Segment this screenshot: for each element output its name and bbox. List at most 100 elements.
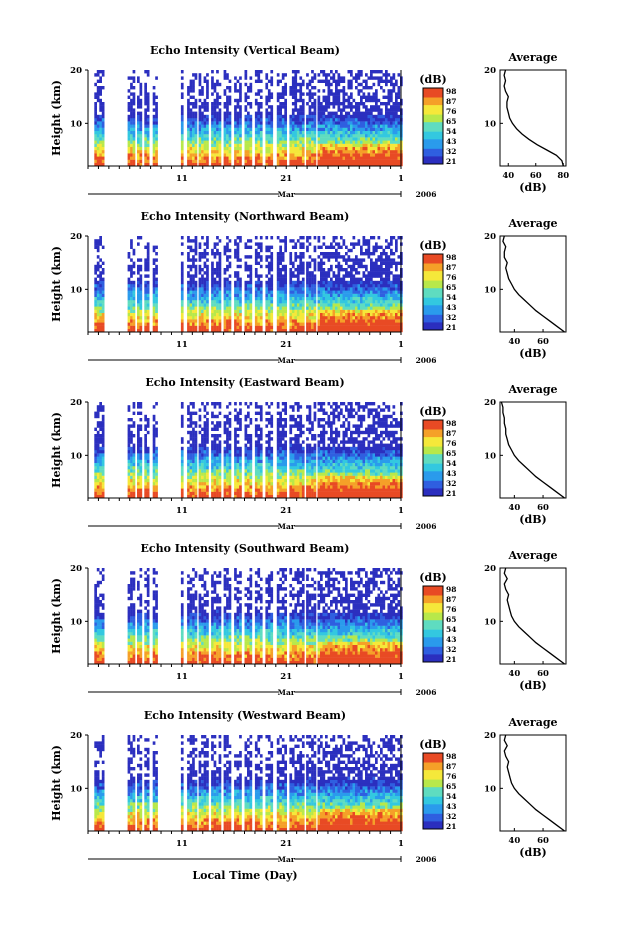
- heatmap-cell: [247, 102, 250, 106]
- heatmap-cell: [270, 127, 274, 131]
- heatmap-cell: [203, 264, 207, 269]
- heatmap-cell: [218, 150, 222, 154]
- heatmap-cell: [249, 146, 253, 151]
- heatmap-cell: [194, 440, 198, 444]
- heatmap-cell: [276, 82, 280, 87]
- heatmap-cell: [276, 264, 280, 269]
- heatmap-cell: [294, 316, 298, 320]
- heatmap-cell: [362, 316, 366, 320]
- heatmap-cell: [308, 137, 312, 141]
- heatmap-cell: [380, 252, 383, 256]
- heatmap-cell: [294, 73, 298, 77]
- heatmap-cell: [228, 309, 232, 313]
- heatmap-cell: [206, 153, 209, 157]
- heatmap-cell: [313, 153, 317, 157]
- heatmap-cell: [101, 459, 105, 463]
- heatmap-cell: [244, 124, 248, 128]
- heatmap-cell: [259, 130, 263, 135]
- heatmap-cell: [137, 319, 140, 323]
- heatmap-cell: [144, 89, 147, 93]
- heatmap-cell: [189, 462, 193, 467]
- heatmap-cell: [320, 124, 323, 128]
- heatmap-cell: [362, 130, 366, 135]
- heatmap-cell: [372, 92, 376, 96]
- heatmap-cell: [155, 293, 158, 297]
- heatmap-cell: [99, 146, 102, 151]
- heatmap-cell: [332, 296, 336, 301]
- heatmap-cell: [352, 280, 356, 285]
- heatmap-cell: [367, 328, 371, 333]
- heatmap-cell: [139, 111, 143, 115]
- heatmap-cell: [194, 264, 198, 269]
- heatmap-cell: [327, 268, 331, 272]
- heatmap-cell: [234, 105, 237, 109]
- heatmap-cell: [291, 137, 295, 141]
- colorbar-segment: [423, 131, 443, 135]
- heatmap-cell: [265, 316, 269, 320]
- heatmap-cell: [345, 127, 348, 131]
- heatmap-cell: [139, 293, 143, 297]
- heatmap-cell: [330, 143, 333, 147]
- heatmap-cell: [187, 322, 190, 326]
- heatmap-cell: [340, 293, 343, 297]
- heatmap-cell: [198, 156, 202, 160]
- heatmap-cell: [239, 312, 242, 317]
- heatmap-cell: [180, 284, 184, 288]
- heatmap-cell: [350, 242, 353, 246]
- heatmap-cell: [330, 82, 333, 87]
- heatmap-cell: [137, 402, 140, 406]
- heatmap-cell: [234, 306, 237, 310]
- heatmap-cell: [244, 108, 248, 112]
- heatmap-cell: [152, 453, 156, 457]
- heatmap-cell: [96, 162, 100, 167]
- heatmap-cell: [223, 245, 227, 249]
- heatmap-cell: [137, 127, 140, 131]
- heatmap-cell: [96, 268, 100, 272]
- heatmap-cell: [332, 134, 336, 138]
- heatmap-cell: [320, 303, 323, 307]
- heatmap-cell: [216, 252, 219, 256]
- heatmap-cell: [281, 280, 285, 285]
- heatmap-cell: [94, 491, 97, 495]
- heatmap-cell: [198, 111, 202, 115]
- heatmap-cell: [137, 446, 140, 451]
- heatmap-cell: [130, 459, 133, 463]
- heatmap-cell: [226, 137, 229, 141]
- heatmap-cell: [96, 124, 100, 128]
- heatmap-cell: [254, 124, 258, 128]
- heatmap-cell: [127, 134, 131, 138]
- heatmap-cell: [340, 245, 343, 249]
- heatmap-cell: [152, 424, 156, 428]
- heatmap-cell: [340, 287, 343, 291]
- heatmap-cell: [180, 478, 184, 483]
- heatmap-cell: [385, 300, 388, 304]
- heatmap-cell: [194, 287, 198, 291]
- heatmap-cell: [257, 306, 261, 310]
- heatmap-cell: [216, 290, 219, 294]
- heatmap-cell: [270, 303, 274, 307]
- heatmap-cell: [337, 114, 341, 119]
- heatmap-cell: [301, 287, 305, 291]
- heatmap-cell: [296, 296, 300, 301]
- heatmap-cell: [296, 280, 300, 285]
- heatmap-cell: [385, 277, 388, 281]
- heatmap-cell: [203, 124, 207, 128]
- heatmap-cell: [296, 309, 300, 313]
- heatmap-cell: [372, 303, 376, 307]
- heatmap-cell: [139, 98, 143, 103]
- heatmap-cell: [198, 478, 202, 483]
- heatmap-cell: [155, 162, 158, 167]
- heatmap-cell: [192, 114, 195, 119]
- heatmap-cell: [96, 146, 100, 151]
- heatmap-cell: [340, 79, 343, 83]
- heatmap-cell: [279, 102, 282, 106]
- heatmap-cell: [375, 316, 378, 320]
- heatmap-cell: [392, 296, 396, 301]
- heatmap-cell: [155, 296, 158, 301]
- heatmap-cell: [213, 306, 217, 310]
- heatmap-cell: [311, 92, 314, 96]
- heatmap-cell: [213, 316, 217, 320]
- heatmap-cell: [395, 277, 398, 281]
- heatmap-cell: [94, 290, 97, 294]
- heatmap-cell: [308, 108, 312, 112]
